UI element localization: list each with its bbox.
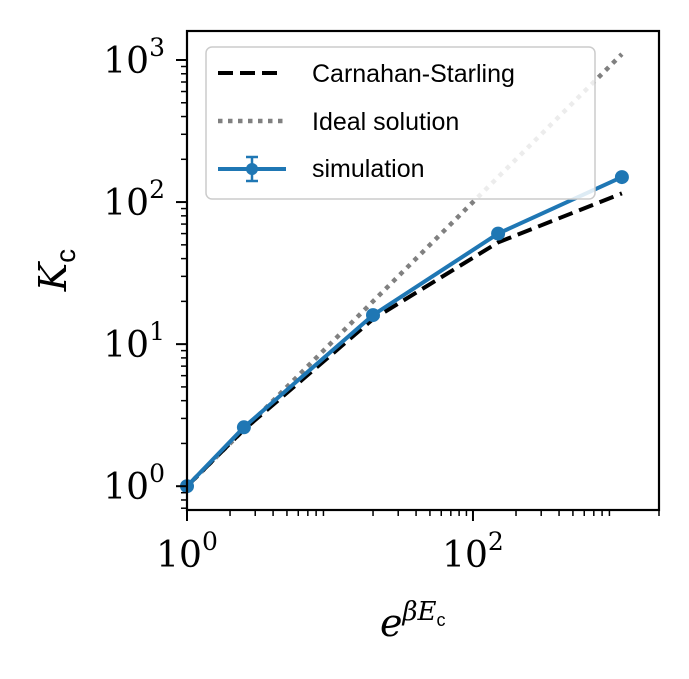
- legend-label-ideal-solution: Ideal solution: [312, 108, 459, 136]
- y-tick-label: 100: [103, 459, 165, 508]
- data-point: [614, 170, 629, 185]
- x-axis-label: eβEc: [380, 597, 446, 645]
- legend-box: [205, 46, 596, 200]
- series-line-carnahan-starling: [187, 191, 623, 488]
- legend-label-simulation: simulation: [312, 155, 425, 183]
- data-point: [366, 308, 380, 323]
- x-tick-label: 100: [156, 527, 218, 576]
- y-tick-label: 102: [103, 175, 165, 224]
- y-tick-label: 101: [103, 317, 165, 366]
- axes: [176, 29, 661, 521]
- legend-swatch-simulation: [218, 155, 286, 183]
- plot-frame: [185, 29, 661, 512]
- y-tick-label: 103: [103, 33, 165, 82]
- y-axis-label: Kc: [31, 249, 81, 292]
- data-point: [491, 226, 506, 241]
- tick-labels: 100 101 102 103 100 102: [103, 33, 504, 576]
- legend: Carnahan-Starling Ideal solution simulat…: [205, 46, 596, 200]
- data-point: [236, 420, 251, 435]
- x-tick-label: 102: [442, 527, 504, 576]
- series-line-simulation: [187, 175, 623, 488]
- legend-label-carnahan-starling: Carnahan-Starling: [312, 60, 515, 88]
